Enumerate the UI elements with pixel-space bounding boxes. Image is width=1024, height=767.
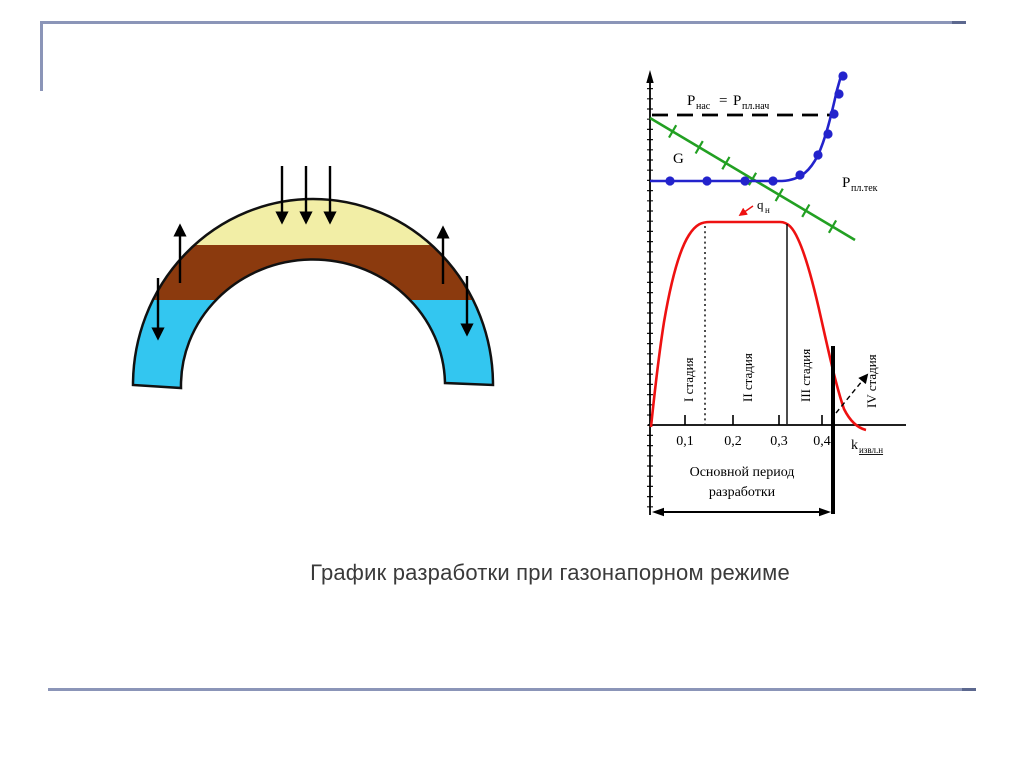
p-initial-label: P <box>733 93 741 109</box>
stage-1-label: I стадия <box>681 357 696 402</box>
anticline-outline <box>131 197 495 390</box>
slide-frame-top-line <box>40 21 966 24</box>
oil-rate-label: q <box>757 197 764 212</box>
p-saturation-label: P <box>687 93 695 109</box>
main-period-label-line2: разработки <box>709 485 776 500</box>
p-reservoir-curve-tick-marks <box>668 124 838 234</box>
oil-rate-label-sub: н <box>765 205 770 215</box>
y-axis-arrowhead-icon <box>646 70 654 83</box>
period-arrowhead-left-icon <box>652 507 664 517</box>
x-tick-0-1: 0,1 <box>676 434 694 449</box>
main-period-label-line1: Основной период <box>690 465 795 480</box>
bottom-divider-line-cap <box>962 688 976 691</box>
reservoir-anticline-diagram <box>131 166 495 390</box>
p-current-label-sub: пл.тек <box>851 183 878 194</box>
pressure-arrows <box>151 166 474 341</box>
x-tick-0-3: 0,3 <box>770 434 788 449</box>
x-axis-label: k <box>851 438 858 453</box>
stage-labels: I стадия II стадия III стадия IV стадия <box>681 349 879 408</box>
oil-rate-curve <box>649 220 867 432</box>
slide-frame-corner-vertical <box>40 21 43 91</box>
period-arrowhead-right-icon <box>819 507 831 517</box>
x-tick-0-4: 0,4 <box>813 434 831 449</box>
p-current-label: P <box>842 175 850 191</box>
slide-frame-top-line-cap <box>952 21 966 24</box>
p-saturation-label-sub: нас <box>696 101 711 112</box>
stage-3-label: III стадия <box>798 349 813 402</box>
bottom-divider-line <box>48 688 976 691</box>
equals-sign: = <box>719 93 727 109</box>
development-chart: P нас = P пл.нач G P пл.тек q н 0,1 0,2 … <box>646 70 906 517</box>
oil-rate-label-arrow <box>738 205 754 216</box>
x-tick-0-2: 0,2 <box>724 434 742 449</box>
p-initial-label-sub: пл.нач <box>742 101 769 112</box>
stage-2-label: II стадия <box>740 353 755 402</box>
stage-4-label: IV стадия <box>864 354 879 408</box>
x-axis-label-sub: извл.н <box>859 445 883 455</box>
gas-factor-label: G <box>673 151 684 167</box>
gas-cap-layer <box>133 199 493 245</box>
gas-factor-curve-dots <box>665 71 848 186</box>
x-axis-ticks <box>684 415 823 425</box>
chart-curve-labels: P нас = P пл.нач G P пл.тек q н <box>673 93 878 215</box>
x-axis-tick-labels: 0,1 0,2 0,3 0,4 <box>676 434 831 449</box>
slide-caption: График разработки при газонапорном режим… <box>310 560 790 585</box>
